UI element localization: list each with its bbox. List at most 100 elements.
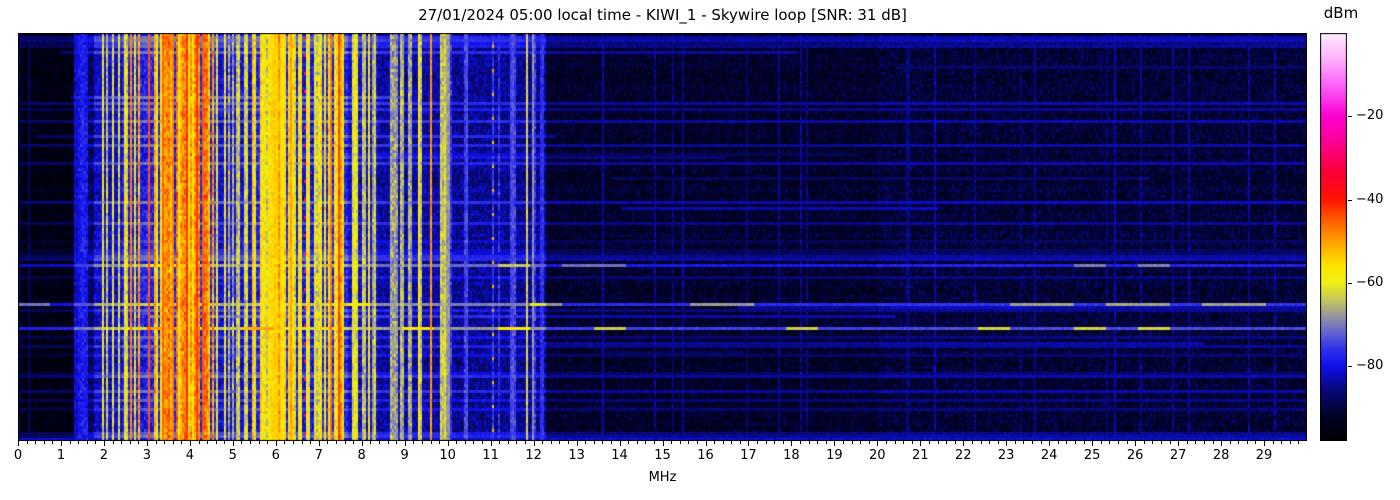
x-tick-label: 19	[826, 448, 843, 463]
x-minor-tick	[1246, 441, 1248, 444]
x-major-tick	[1049, 441, 1051, 446]
x-major-tick	[146, 441, 148, 446]
x-tick-label: 26	[1126, 448, 1144, 463]
x-minor-tick	[825, 441, 827, 444]
x-minor-tick	[258, 441, 260, 444]
x-minor-tick	[207, 441, 209, 444]
x-minor-tick	[731, 441, 733, 444]
x-major-tick	[705, 441, 707, 446]
x-major-tick	[1135, 441, 1137, 446]
x-minor-tick	[800, 441, 801, 444]
x-minor-tick	[971, 441, 973, 444]
x-minor-tick	[1281, 441, 1283, 444]
x-minor-tick	[86, 441, 88, 444]
x-minor-tick	[112, 441, 114, 444]
x-minor-tick	[1272, 441, 1274, 444]
x-tick-label: 15	[654, 448, 671, 463]
x-minor-tick	[1238, 441, 1240, 444]
x-minor-tick	[327, 441, 329, 444]
x-minor-tick	[1040, 441, 1042, 444]
x-tick-label: 4	[185, 448, 195, 463]
x-minor-tick	[1100, 441, 1102, 444]
x-tick-label: 7	[314, 448, 323, 463]
x-tick-label: 13	[568, 448, 585, 463]
x-minor-tick	[714, 441, 716, 444]
colorbar-tick-label: −80	[1356, 358, 1384, 374]
x-minor-tick	[593, 441, 595, 444]
x-minor-tick	[739, 441, 741, 444]
x-minor-tick	[1203, 441, 1205, 444]
x-minor-tick	[1152, 441, 1154, 444]
x-major-tick	[1178, 441, 1180, 446]
x-minor-tick	[679, 441, 681, 444]
x-major-tick	[920, 441, 922, 446]
x-tick-label: 24	[1040, 448, 1058, 463]
x-minor-tick	[284, 441, 286, 444]
x-minor-tick	[301, 441, 303, 444]
x-minor-tick	[215, 441, 217, 444]
x-minor-tick	[464, 441, 466, 444]
x-minor-tick	[138, 441, 140, 444]
x-major-tick	[877, 441, 879, 446]
x-minor-tick	[1014, 441, 1016, 444]
x-minor-tick	[1186, 441, 1188, 444]
x-tick-label: 18	[783, 448, 800, 463]
x-tick-label: 21	[912, 448, 929, 463]
x-minor-tick	[997, 441, 999, 444]
x-minor-tick	[774, 441, 776, 444]
x-minor-tick	[35, 441, 37, 444]
x-minor-tick	[293, 441, 294, 444]
x-minor-tick	[722, 441, 724, 444]
colorbar-tick-label: −60	[1356, 274, 1384, 290]
x-minor-tick	[860, 441, 862, 444]
x-minor-tick	[782, 441, 784, 444]
x-minor-tick	[602, 441, 604, 444]
x-minor-tick	[808, 441, 810, 444]
x-minor-tick	[843, 441, 844, 444]
x-minor-tick	[516, 441, 518, 444]
x-minor-tick	[1298, 441, 1300, 444]
x-tick-label: 22	[955, 448, 972, 463]
x-minor-tick	[336, 441, 337, 444]
x-minor-tick	[69, 441, 71, 444]
x-minor-tick	[310, 441, 312, 444]
colorbar-tick	[1348, 116, 1352, 118]
colorbar-tick	[1348, 366, 1352, 368]
x-minor-tick	[353, 441, 355, 444]
x-tick-label: 14	[611, 448, 628, 463]
x-minor-tick	[550, 441, 552, 444]
x-minor-tick	[765, 441, 767, 444]
colorbar-label: dBm	[1323, 4, 1359, 22]
x-tick-label: 2	[99, 448, 109, 463]
x-minor-tick	[1083, 441, 1085, 444]
x-major-tick	[748, 441, 750, 446]
x-minor-tick	[439, 441, 441, 444]
x-minor-tick	[653, 441, 655, 444]
x-tick-label: 28	[1212, 448, 1230, 463]
x-minor-tick	[430, 441, 432, 444]
x-minor-tick	[1143, 441, 1145, 444]
x-minor-tick	[1126, 441, 1128, 444]
x-minor-tick	[585, 441, 587, 444]
x-tick-label: 27	[1169, 448, 1187, 463]
colorbar-tick-label: −20	[1356, 108, 1384, 124]
x-major-tick	[103, 441, 105, 446]
x-minor-tick	[507, 441, 509, 444]
x-minor-tick	[525, 441, 526, 444]
x-minor-tick	[1075, 441, 1076, 444]
x-minor-tick	[413, 441, 415, 444]
x-major-tick	[1006, 441, 1008, 446]
chart-title: 27/01/2024 05:00 local time - KIWI_1 - S…	[418, 6, 907, 24]
x-minor-tick	[757, 441, 758, 444]
x-tick-label: 6	[271, 448, 280, 463]
x-tick-label: 20	[869, 448, 886, 463]
x-major-tick	[576, 441, 578, 446]
x-major-tick	[791, 441, 793, 446]
colorbar	[1320, 33, 1347, 441]
x-minor-tick	[1289, 441, 1291, 444]
x-axis-label: MHz	[648, 470, 677, 485]
x-minor-tick	[396, 441, 398, 444]
x-major-tick	[1221, 441, 1223, 446]
x-minor-tick	[52, 441, 54, 444]
x-major-tick	[533, 441, 535, 446]
